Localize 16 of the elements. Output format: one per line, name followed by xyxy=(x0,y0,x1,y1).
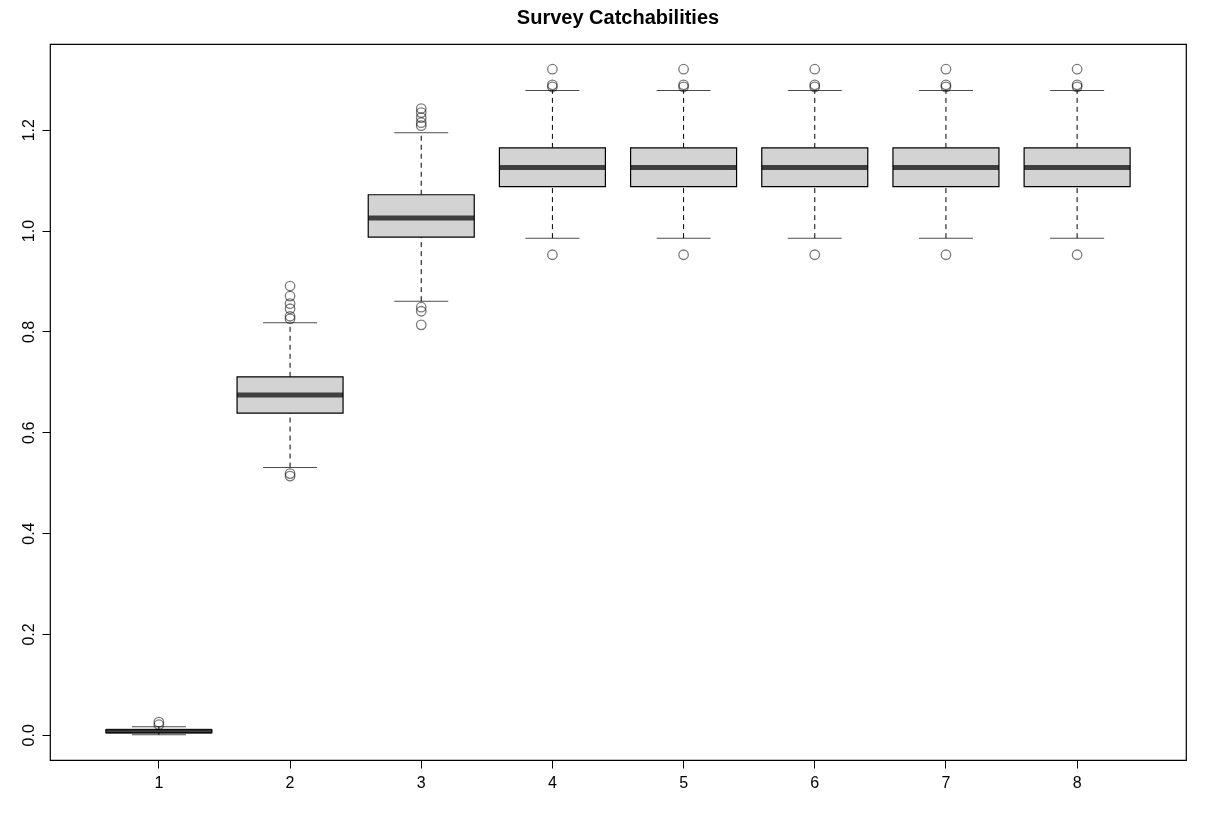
y-tick-label: 1.2 xyxy=(19,119,37,142)
y-tick-label: 0.0 xyxy=(19,724,37,747)
x-tick-label: 6 xyxy=(810,773,820,791)
x-tick-label: 2 xyxy=(285,773,295,791)
x-tick-label: 4 xyxy=(547,773,557,791)
y-tick-label: 1.0 xyxy=(19,219,37,243)
y-tick-label: 0.2 xyxy=(19,623,37,646)
x-tick-label: 3 xyxy=(416,773,426,791)
x-tick-label: 7 xyxy=(941,773,951,791)
y-tick-label: 0.6 xyxy=(19,421,37,444)
x-tick-label: 1 xyxy=(154,773,164,791)
x-tick-label: 5 xyxy=(679,773,689,791)
x-tick-label: 8 xyxy=(1072,773,1082,791)
y-tick-label: 0.8 xyxy=(19,320,37,344)
chart-title: Survey Catchabilities xyxy=(516,6,720,28)
y-tick-label: 0.4 xyxy=(19,522,37,545)
